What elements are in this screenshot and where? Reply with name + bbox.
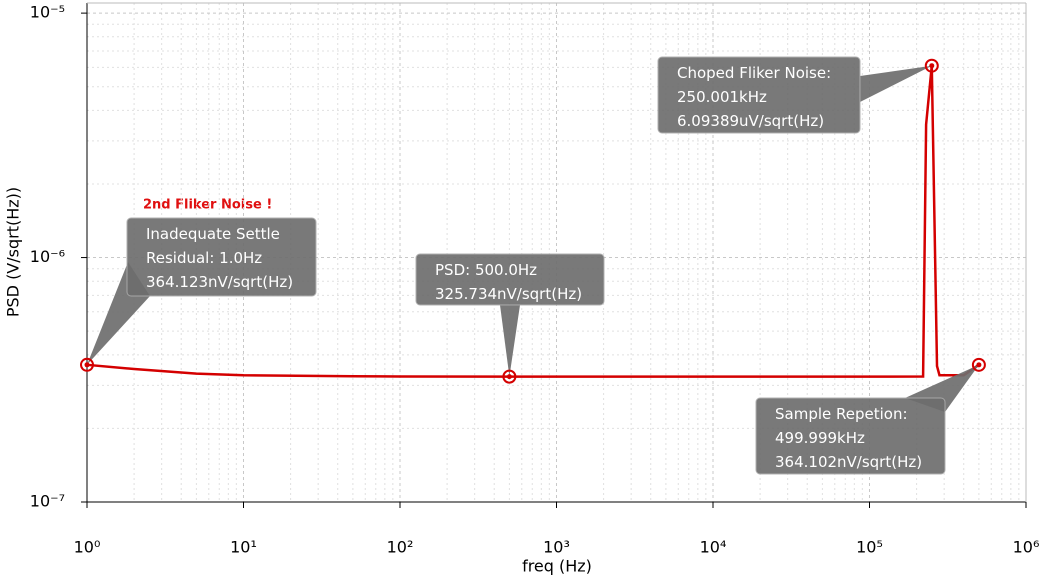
annotation-text: Inadequate Settle [146, 225, 280, 243]
annotation-text: 364.102nV/sqrt(Hz) [775, 453, 922, 471]
annotation-text: 499.999kHz [775, 429, 865, 447]
annotation: Inadequate Settle Residual: 1.0Hz 364.123n… [87, 217, 317, 365]
annotation-text: Residual: 1.0Hz [146, 249, 262, 267]
data-line [86, 65, 980, 378]
annotation-box [415, 253, 605, 306]
annotation-text: Sample Repetion: [775, 405, 908, 423]
marker [924, 58, 939, 73]
marker [80, 357, 94, 372]
annotation-pointer [500, 305, 520, 377]
x-tick-label: 10³ [543, 538, 570, 557]
y-tick-label: 10⁻⁵ [30, 3, 65, 22]
y-tick-label: 10⁻⁷ [30, 492, 65, 511]
x-tick-label: 10⁴ [700, 538, 727, 557]
annotation-text: 325.734nV/sqrt(Hz) [435, 285, 582, 303]
x-tick-label: 10¹ [230, 538, 257, 557]
marker [971, 357, 986, 372]
annotation-box [755, 397, 946, 475]
marker-dot [506, 374, 512, 380]
y-tick-label: 10⁻⁶ [30, 247, 65, 266]
note: 2nd Fliker Noise ! [143, 198, 272, 213]
x-tick-label: 10⁵ [856, 538, 883, 557]
marker-dot [84, 362, 90, 368]
annotation-pointer [860, 65, 932, 102]
annotation-text: PSD: 500.0Hz [435, 261, 537, 279]
annotation-text: 6.09389uV/sqrt(Hz) [677, 112, 824, 130]
marker-dot [929, 63, 935, 69]
annotation-text: Choped Fliker Noise: [677, 64, 831, 82]
marker-dot [976, 362, 982, 368]
annotation-text: 364.123nV/sqrt(Hz) [146, 273, 293, 291]
x-tick-label: 10⁰ [74, 538, 101, 557]
annotation: Sample Repetion: 499.999kHz 364.102nV/sqrt… [755, 364, 979, 475]
annotation: Choped Fliker Noise: 250.001kHz 6.09389uV/… [657, 56, 932, 134]
y-axis-label: PSD (V/sqrt(Hz)) [4, 187, 23, 317]
annotation-text: 250.001kHz [677, 88, 767, 106]
x-tick-label: 10⁶ [1013, 538, 1040, 557]
annotation-box [126, 217, 317, 297]
annotation: PSD: 500.0Hz 325.734nV/sqrt(Hz) [415, 253, 605, 377]
marker [502, 369, 517, 384]
x-axis-label: freq (Hz) [522, 557, 592, 576]
x-tick-label: 10² [387, 538, 414, 557]
annotation-box [657, 56, 861, 134]
